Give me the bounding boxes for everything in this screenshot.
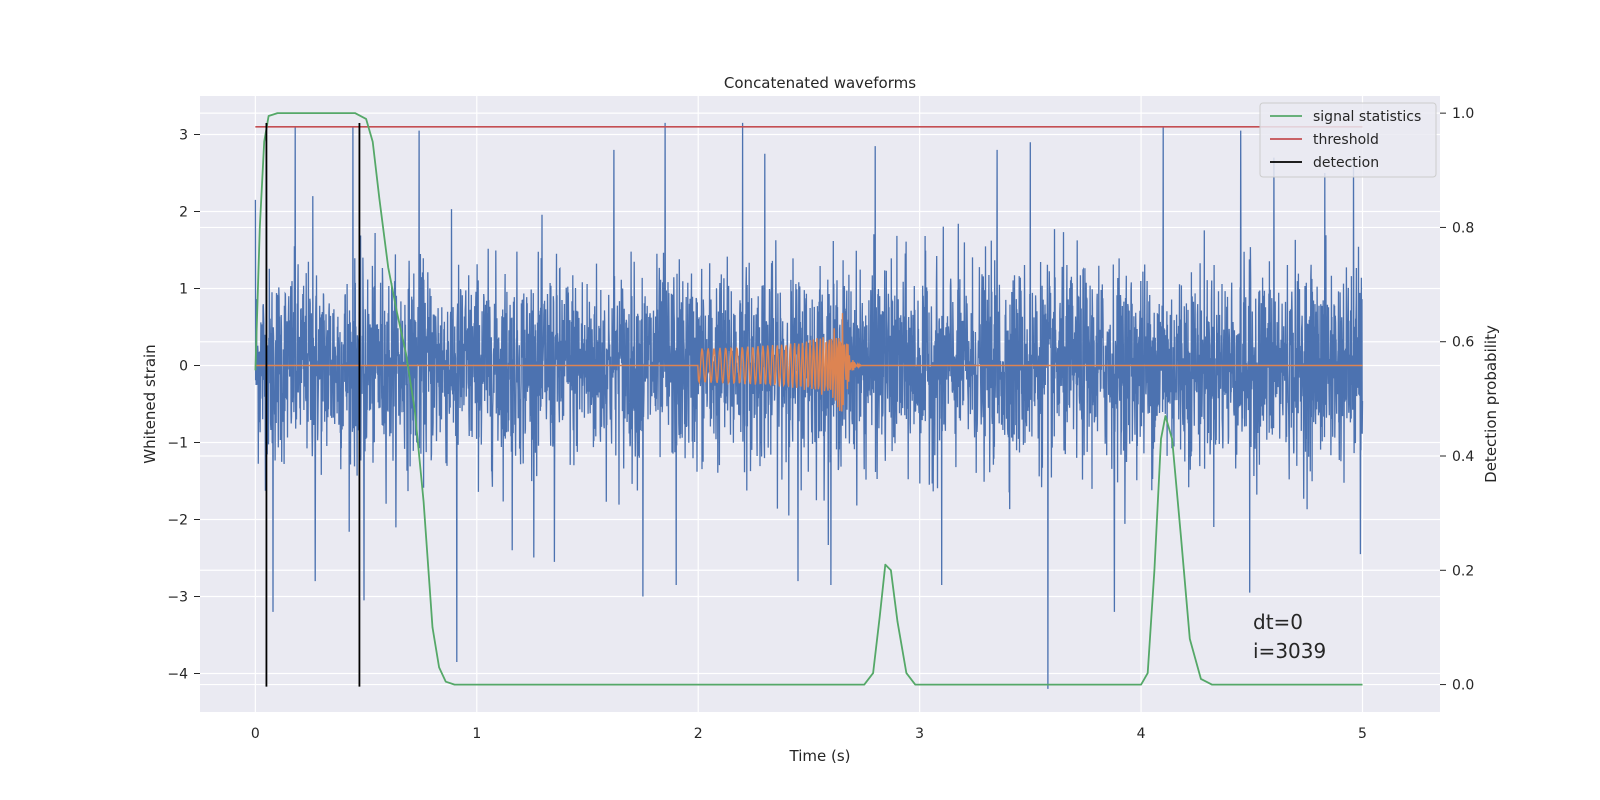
legend-label: threshold	[1313, 132, 1379, 148]
y-tick-label-right: 0.4	[1452, 449, 1474, 465]
waveform-line	[255, 313, 1363, 412]
detection-series	[265, 122, 361, 687]
x-tick-label: 3	[915, 726, 924, 742]
x-tick-label: 5	[1358, 726, 1367, 742]
legend-label: detection	[1313, 155, 1379, 171]
y-tick-label-right: 1.0	[1452, 106, 1474, 122]
x-tick-label: 4	[1137, 726, 1146, 742]
x-tick-label: 1	[472, 726, 481, 742]
y-axis-label-right: Detection probability	[1482, 325, 1500, 483]
legend-box	[1259, 102, 1437, 178]
annotation-i: i=3039	[1253, 639, 1326, 663]
x-tick-label: 0	[251, 726, 260, 742]
y-tick-label-left: −3	[167, 590, 188, 606]
signal-statistics-series	[254, 112, 1363, 686]
y-tick-label-right: 0.0	[1452, 678, 1474, 694]
chart-title: Concatenated waveforms	[724, 74, 916, 92]
x-tick-label: 2	[694, 726, 703, 742]
legend-label: signal statistics	[1313, 109, 1421, 125]
y-axis-label-left: Whitened strain	[141, 344, 159, 463]
y-tick-label-left: −4	[167, 667, 188, 683]
y-tick-label-right: 0.8	[1452, 220, 1474, 236]
y-tick-label-left: 2	[179, 205, 188, 221]
y-tick-label-left: −2	[167, 513, 188, 529]
y-tick-label-right: 0.2	[1452, 563, 1474, 579]
y-tick-label-left: −1	[167, 436, 188, 452]
legend: signal statistics threshold detection	[1259, 102, 1437, 178]
injected-waveform-series	[255, 313, 1363, 412]
annotation-dt: dt=0	[1253, 610, 1303, 634]
tick-labels: 0 1 2 3 4 5 −4 −3 −2 −1 0 1 2 3 0.0 0.2 0.4 0.6 0.8 1.0	[167, 106, 1474, 742]
y-tick-label-left: 3	[179, 128, 188, 144]
x-axis-label: Time (s)	[789, 747, 851, 765]
y-tick-label-left: 1	[179, 282, 188, 298]
y-tick-label-left: 0	[179, 359, 188, 375]
signal-statistics-line	[254, 112, 1363, 686]
y-tick-label-right: 0.6	[1452, 335, 1474, 351]
